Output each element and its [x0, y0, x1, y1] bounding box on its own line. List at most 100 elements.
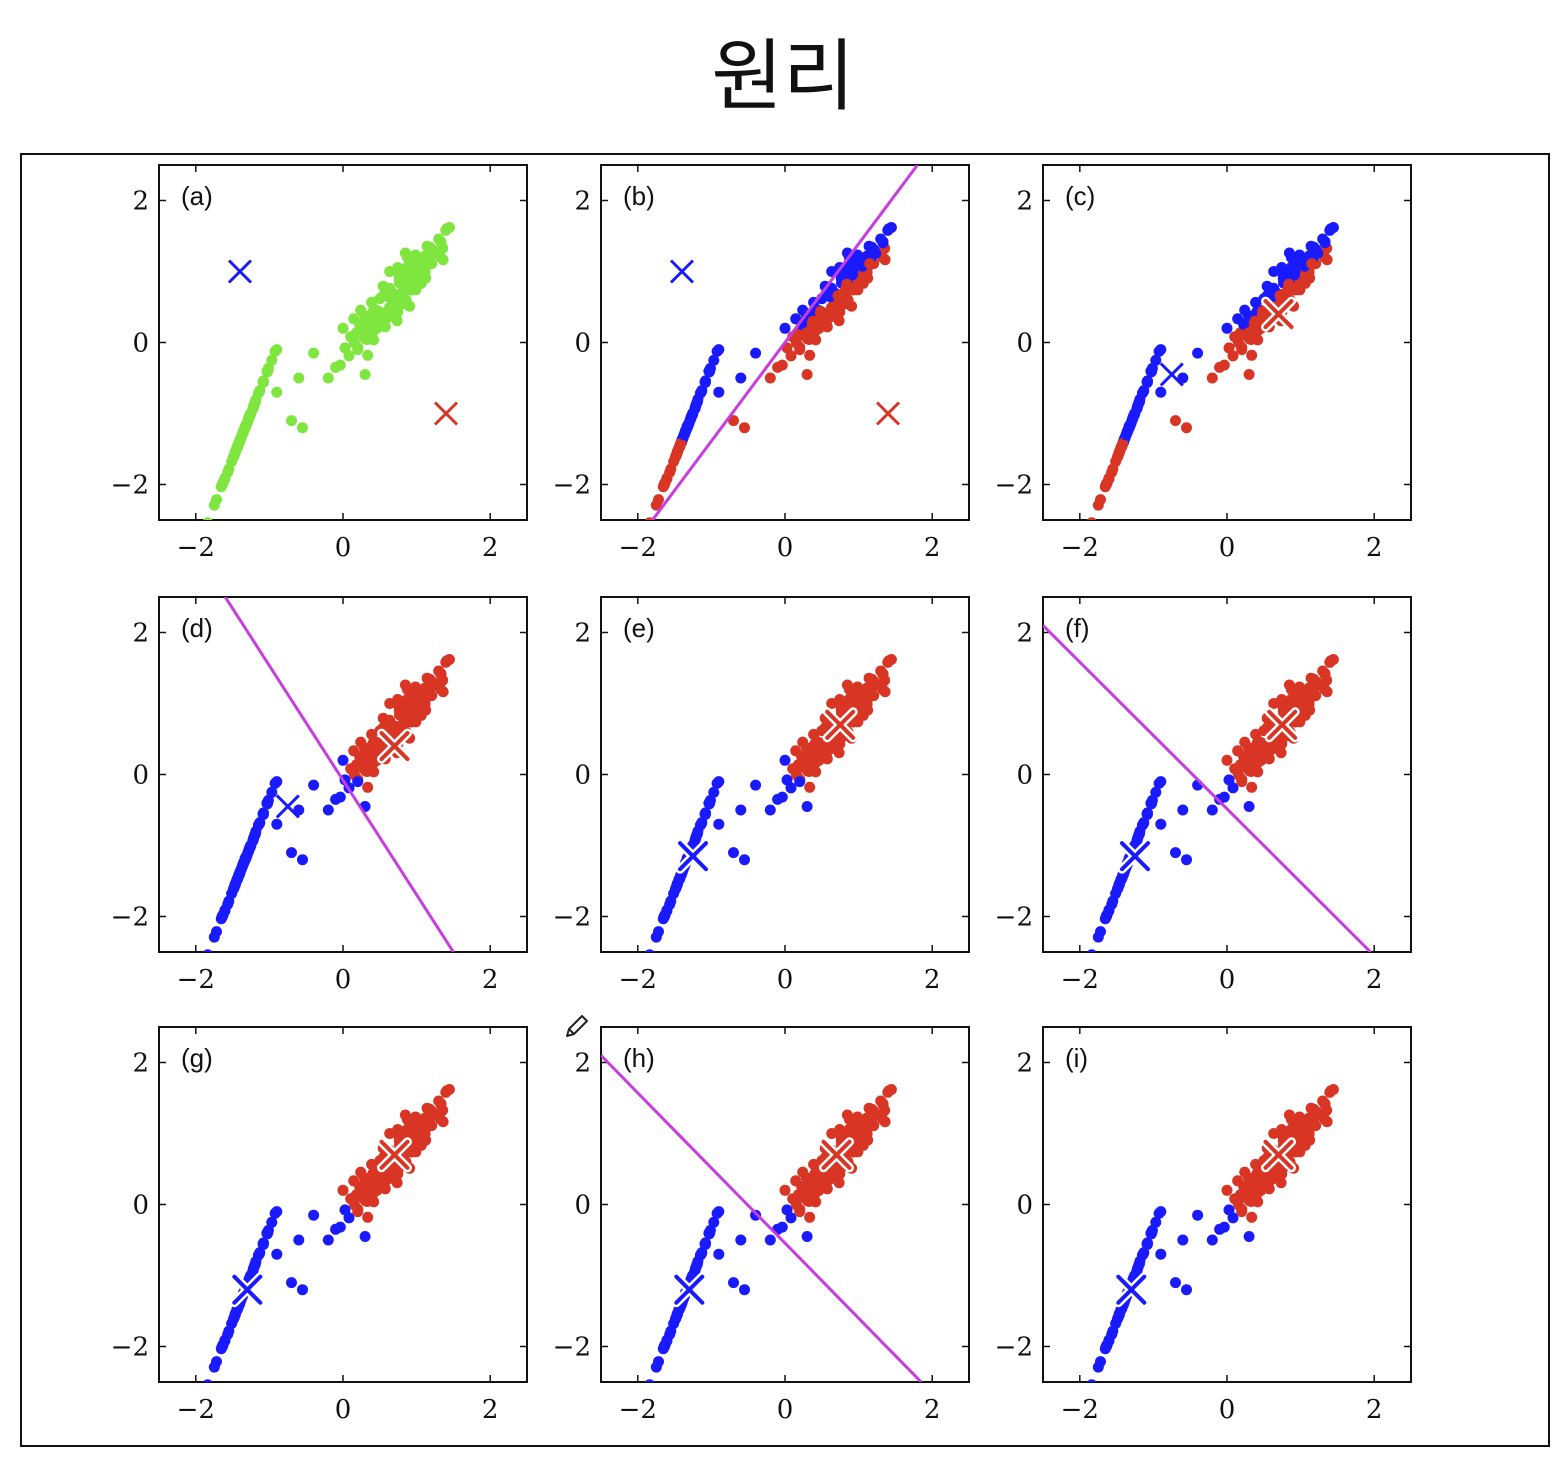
- data-point: [704, 1227, 716, 1239]
- data-point: [779, 322, 791, 334]
- data-point: [864, 1120, 876, 1132]
- data-point: [1227, 782, 1239, 794]
- centroid-marker-icon: [275, 794, 300, 819]
- data-point: [739, 422, 750, 434]
- data-point: [849, 1117, 860, 1129]
- x-tick-label: −2: [177, 965, 215, 995]
- y-tick-label: −2: [553, 471, 591, 501]
- x-tick-label: −2: [619, 965, 657, 995]
- data-point: [689, 1264, 701, 1276]
- data-point: [664, 466, 676, 478]
- data-point: [681, 422, 693, 434]
- data-point: [348, 1175, 360, 1187]
- data-point: [1106, 466, 1118, 478]
- data-point: [222, 1328, 234, 1340]
- data-point: [1246, 349, 1258, 361]
- figure-frame: [20, 153, 1550, 1447]
- y-tick-label: 0: [132, 1191, 149, 1221]
- data-point: [794, 776, 806, 788]
- data-point: [293, 1234, 305, 1246]
- data-point: [802, 764, 814, 776]
- panel-d: −2 0 2 −2 0 2 (d): [111, 596, 528, 995]
- data-point: [883, 223, 895, 235]
- panel-b: −2 0 2 −2 0 2 (b): [553, 164, 970, 563]
- data-point: [271, 344, 283, 356]
- data-point: [1291, 687, 1302, 699]
- data-point: [1177, 1234, 1189, 1246]
- data-point: [1249, 1177, 1261, 1189]
- data-point: [808, 728, 820, 740]
- data-point: [1244, 1194, 1256, 1206]
- data-point: [1243, 801, 1255, 812]
- data-point: [708, 1216, 720, 1228]
- panel-label: (c): [1065, 181, 1095, 211]
- data-point: [441, 655, 453, 667]
- data-point: [352, 776, 364, 788]
- data-point: [343, 350, 355, 362]
- data-point: [348, 313, 360, 325]
- data-point: [1239, 304, 1251, 316]
- data-point: [228, 882, 240, 894]
- data-point: [1283, 278, 1295, 290]
- data-point: [1131, 1264, 1143, 1276]
- panel-label: (b): [623, 181, 655, 211]
- data-point: [713, 1206, 725, 1218]
- data-point: [222, 898, 234, 910]
- data-point: [337, 322, 349, 334]
- x-tick-label: −2: [1061, 965, 1099, 995]
- panel-h: −2 0 2 −2 0 2 (h): [553, 1026, 970, 1425]
- data-point: [308, 347, 320, 359]
- data-point: [435, 1098, 447, 1110]
- data-point: [1249, 747, 1261, 759]
- y-tick-label: −2: [995, 903, 1033, 933]
- data-point: [428, 679, 440, 691]
- x-tick-label: −2: [177, 1395, 215, 1425]
- x-tick-label: 2: [482, 533, 499, 563]
- data-point: [222, 466, 234, 478]
- data-point: [1100, 479, 1112, 491]
- data-point: [1095, 926, 1106, 938]
- centroid-marker-icon: [1264, 707, 1300, 743]
- data-point: [807, 315, 819, 327]
- data-point: [653, 1356, 664, 1368]
- data-point: [216, 911, 228, 923]
- data-point: [228, 1312, 240, 1324]
- data-point: [266, 786, 278, 798]
- data-point: [1086, 517, 1097, 520]
- data-point: [785, 1212, 797, 1224]
- data-point: [807, 1177, 819, 1189]
- data-point: [337, 1184, 349, 1196]
- data-point: [1177, 804, 1189, 816]
- data-point: [352, 1206, 364, 1218]
- panel-label: (a): [181, 181, 213, 211]
- data-point: [366, 1158, 378, 1170]
- data-point: [351, 759, 362, 771]
- decision-boundary: [1043, 624, 1372, 952]
- data-point: [231, 873, 243, 885]
- data-point: [708, 354, 720, 366]
- data-point: [271, 1248, 283, 1260]
- data-point: [699, 376, 711, 388]
- data-point: [365, 747, 377, 759]
- data-point: [1146, 797, 1158, 809]
- centroid-marker-icon: [819, 1137, 855, 1173]
- centroid-marker-icon: [229, 1272, 265, 1308]
- data-point: [1115, 441, 1127, 453]
- page-title: 원리: [711, 32, 855, 122]
- data-point: [670, 450, 682, 462]
- data-point: [699, 1238, 711, 1250]
- data-point: [322, 372, 334, 384]
- data-point: [1155, 344, 1167, 356]
- data-point: [1244, 332, 1256, 344]
- data-point: [390, 722, 402, 734]
- y-tick-label: 0: [1016, 329, 1033, 359]
- data-point: [841, 278, 853, 290]
- data-point: [1131, 402, 1143, 414]
- data-points: [202, 654, 455, 952]
- centroid-marker-icon: [675, 838, 711, 874]
- data-point: [1232, 745, 1244, 757]
- y-tick-label: −2: [111, 903, 149, 933]
- y-tick-label: −2: [111, 1333, 149, 1363]
- x-tick-label: 2: [924, 533, 941, 563]
